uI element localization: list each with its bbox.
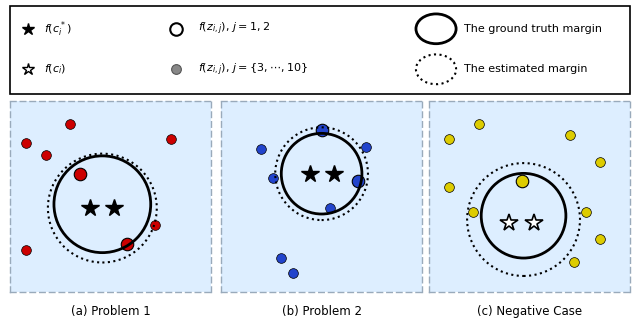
Text: $f(c_i^*)$: $f(c_i^*)$ bbox=[44, 19, 72, 39]
Text: The ground truth margin: The ground truth margin bbox=[464, 24, 602, 34]
Text: $f(c_i)$: $f(c_i)$ bbox=[44, 63, 67, 76]
Text: $f(z_{i,j}),\, j = 1, 2$: $f(z_{i,j}),\, j = 1, 2$ bbox=[198, 21, 270, 37]
Text: (c) Negative Case: (c) Negative Case bbox=[477, 306, 582, 318]
Text: $f(z_{i,j}),\, j = \{3, \cdots, 10\}$: $f(z_{i,j}),\, j = \{3, \cdots, 10\}$ bbox=[198, 61, 308, 77]
FancyBboxPatch shape bbox=[10, 5, 630, 94]
Text: The estimated margin: The estimated margin bbox=[464, 64, 588, 74]
Text: (a) Problem 1: (a) Problem 1 bbox=[70, 306, 150, 318]
Text: (b) Problem 2: (b) Problem 2 bbox=[282, 306, 362, 318]
